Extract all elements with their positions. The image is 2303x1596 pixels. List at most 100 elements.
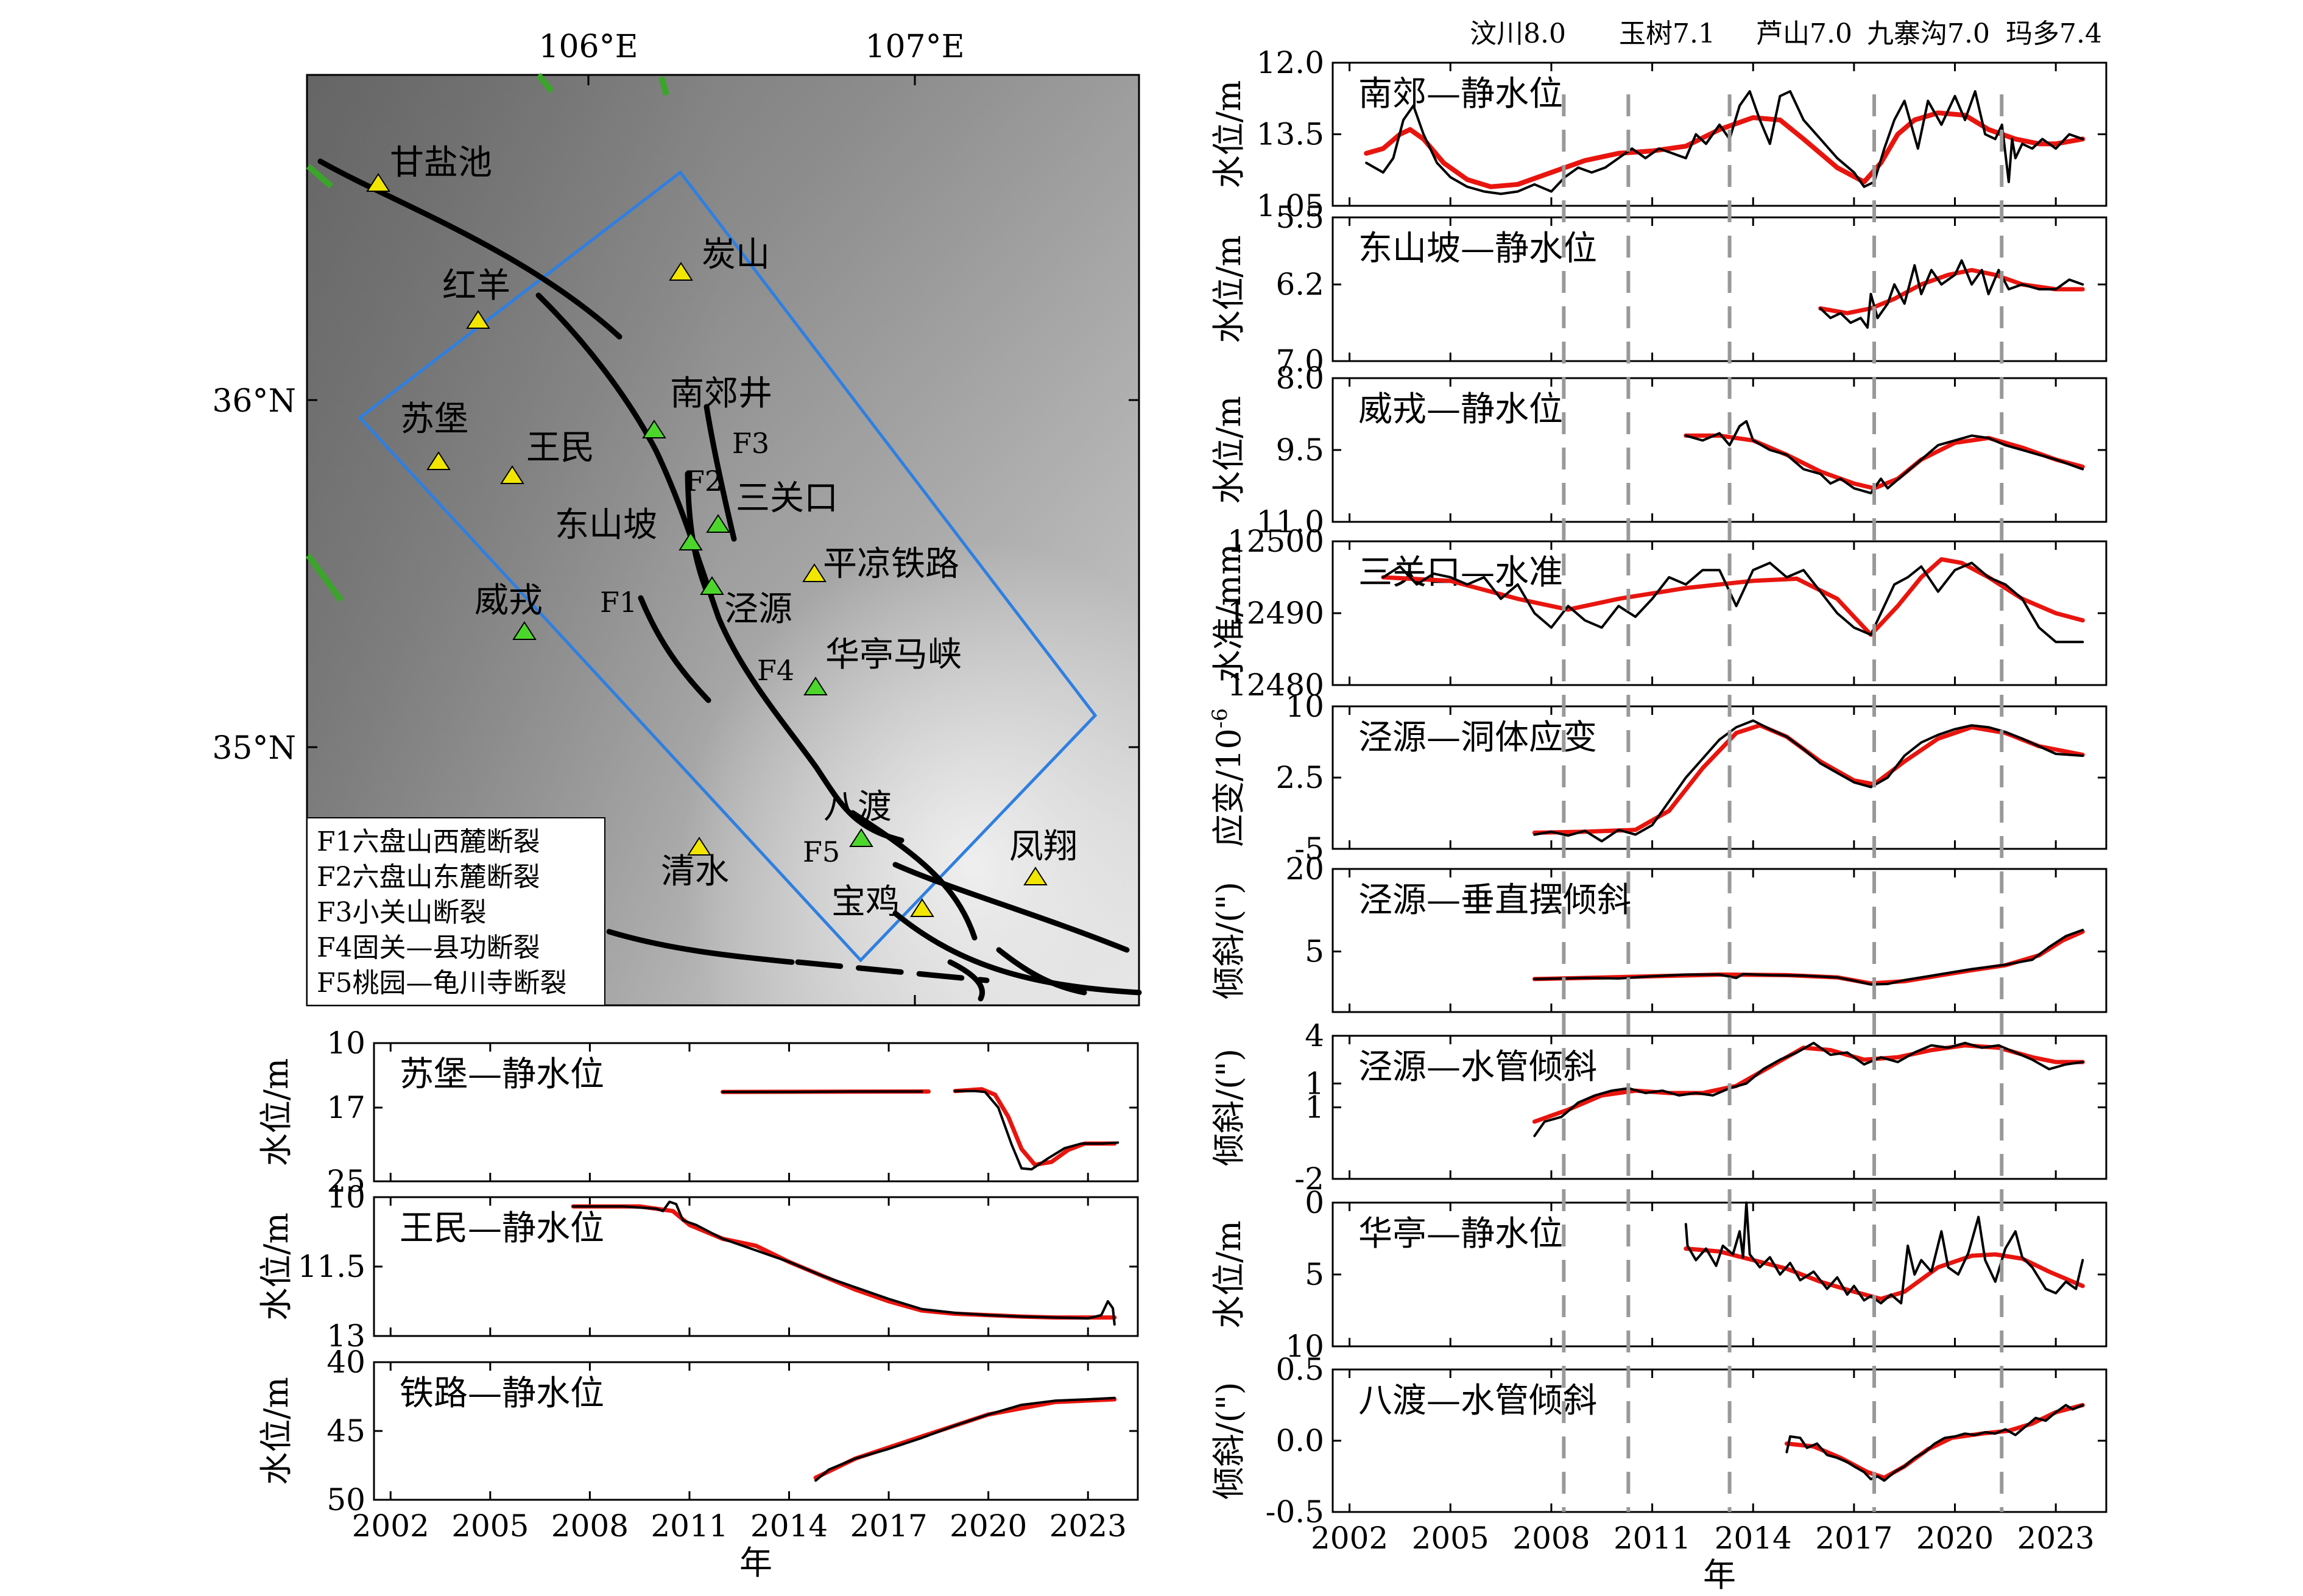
y-tick-label: -2 bbox=[1294, 1161, 1324, 1197]
x-tick-label: 2020 bbox=[1916, 1520, 1994, 1556]
green-fault-trace bbox=[305, 554, 344, 602]
map-legend-item: F2六盘山东麓断裂 bbox=[317, 862, 540, 893]
panel-title: 苏堡—静水位 bbox=[400, 1055, 604, 1094]
station-label: 八渡 bbox=[824, 787, 892, 827]
observed-series-line bbox=[1785, 1404, 2084, 1482]
panel-title: 华亭—静水位 bbox=[1358, 1214, 1563, 1254]
y-axis-label: 水位/m bbox=[1210, 235, 1248, 343]
y-tick-label: 4 bbox=[1305, 1018, 1324, 1053]
y-tick-label: -5 bbox=[1294, 831, 1324, 867]
y-tick-label: 40 bbox=[326, 1345, 365, 1380]
fault-line bbox=[638, 595, 711, 703]
station-marker-yellow bbox=[366, 173, 390, 192]
earthquake-label: 汶川8.0 bbox=[1470, 18, 1566, 49]
chart-panel-r7: 4 11 -2 倾斜/(") 泾源—水管倾斜 bbox=[1210, 1018, 2107, 1197]
fault-line bbox=[892, 910, 1142, 996]
panel-title: 威戎—静水位 bbox=[1358, 390, 1563, 429]
station-marker-green bbox=[706, 514, 730, 533]
y-tick-label: 25 bbox=[326, 1164, 365, 1199]
map-lon-label: 106°E bbox=[538, 29, 638, 65]
y-axis-label: 倾斜/(") bbox=[1210, 1049, 1248, 1166]
fault-line bbox=[704, 404, 737, 542]
map-legend: F1六盘山西麓断裂 F2六盘山东麓断裂 F3小关山断裂 F4固关—县功断裂 F5… bbox=[306, 817, 605, 1006]
panel-title: 八渡—水管倾斜 bbox=[1358, 1381, 1597, 1421]
station-label: 平凉铁路 bbox=[823, 544, 959, 584]
y-tick-label: 12.0 bbox=[1257, 45, 1324, 80]
x-tick-label: 2002 bbox=[1311, 1520, 1388, 1556]
y-axis-label: 水准/mm bbox=[1210, 544, 1248, 683]
earthquake-labels: 汶川8.0 玉树7.1 芦山7.0 九寨沟7.0 玛多7.4 bbox=[1470, 18, 2102, 49]
chart-panel-left2: 10 11.5 13 水位/m 王民—静水位 bbox=[257, 1179, 1139, 1354]
y-tick-label: 8.0 bbox=[1275, 360, 1324, 396]
fault-line bbox=[850, 810, 978, 941]
panel-title: 泾源—水管倾斜 bbox=[1358, 1047, 1597, 1087]
x-tick-label: 2011 bbox=[1614, 1520, 1691, 1556]
y-axis-label: 水位/m bbox=[257, 1212, 295, 1320]
map-legend-item: F4固关—县功断裂 bbox=[317, 932, 540, 963]
station-label: 凤翔 bbox=[1009, 827, 1077, 867]
y-tick-label: 12490 bbox=[1227, 596, 1324, 631]
y-tick-label: 45 bbox=[326, 1413, 365, 1449]
station-marker-yellow bbox=[426, 451, 451, 470]
y-axis-label: 水位/m bbox=[257, 1058, 295, 1166]
observed-series-line bbox=[1533, 719, 2084, 843]
station-label: 清水 bbox=[661, 852, 729, 891]
y-axis-label: 应变/10-6 bbox=[1208, 708, 1248, 847]
panel-title: 东山坡—静水位 bbox=[1358, 229, 1597, 269]
map-panel: 106°E 107°E 36°N 35°N F1 F2 bbox=[212, 29, 1142, 1007]
y-axis-label: 倾斜/(") bbox=[1210, 1382, 1248, 1499]
earthquake-label: 玛多7.4 bbox=[2006, 18, 2102, 49]
x-tick-label: 2020 bbox=[950, 1508, 1027, 1544]
chart-panel-r3: 8.0 9.5 11.0水位/m 威戎—静水位 bbox=[1210, 360, 2107, 540]
fault-label-f4: F4 bbox=[757, 654, 794, 687]
station-marker-green bbox=[512, 621, 537, 640]
station-label: 红羊 bbox=[442, 266, 510, 306]
chart-panel-r2: 5.5 6.2 7.0 水位/m 东山坡—静水位 bbox=[1210, 200, 2107, 379]
chart-panel-left1: 10 17 25 水位/m 苏堡—静水位 bbox=[257, 1025, 1139, 1199]
x-tick-label: 2005 bbox=[1412, 1520, 1489, 1556]
map-lat-label: 36°N bbox=[212, 383, 296, 420]
observed-series-line bbox=[814, 1396, 1116, 1482]
y-axis-label: 水位/m bbox=[1210, 396, 1248, 504]
y-tick-label: 5 bbox=[1305, 1257, 1324, 1292]
y-tick-label: 0.5 bbox=[1275, 1352, 1324, 1387]
y-tick-label: 13.5 bbox=[1257, 117, 1324, 152]
observed-series-line bbox=[1684, 420, 2084, 494]
fault-line bbox=[947, 959, 985, 1002]
y-tick-label: 1.05 bbox=[1257, 188, 1324, 223]
fault-label-f5: F5 bbox=[803, 835, 840, 868]
x-tick-label: 2005 bbox=[451, 1508, 529, 1544]
fault-line bbox=[317, 158, 622, 340]
observed-series-line bbox=[1533, 929, 2084, 986]
map-lon-label: 107°E bbox=[865, 29, 964, 65]
y-tick-label: 6.2 bbox=[1275, 267, 1324, 302]
fault-label-f3: F3 bbox=[732, 427, 769, 460]
map-legend-item: F1六盘山西麓断裂 bbox=[317, 826, 540, 857]
station-label: 泾源 bbox=[724, 589, 792, 629]
fit-series-line bbox=[1684, 433, 2085, 491]
y-tick-label: 13 bbox=[326, 1318, 365, 1354]
map-frame bbox=[306, 74, 1140, 1007]
station-marker-yellow bbox=[500, 465, 524, 484]
y-tick-label: 12480 bbox=[1227, 667, 1324, 703]
fit-series-line bbox=[1784, 1403, 2085, 1480]
station-marker-yellow bbox=[802, 563, 827, 582]
station-marker-yellow bbox=[669, 262, 693, 281]
y-tick-label: 9.5 bbox=[1275, 432, 1324, 468]
fit-series-line bbox=[1364, 110, 2086, 189]
x-tick-label: 2023 bbox=[2017, 1520, 2095, 1556]
study-region-box bbox=[358, 170, 1098, 963]
station-marker-green bbox=[803, 677, 828, 695]
chart-panel-r5: 10 2.5 -5 应变/10-6 泾源—洞体应变 bbox=[1208, 689, 2107, 867]
fit-series-line bbox=[571, 1204, 1117, 1320]
x-tick-label: 2017 bbox=[1815, 1520, 1892, 1556]
station-marker-yellow bbox=[687, 837, 711, 856]
y-tick-label: 1 bbox=[1305, 1090, 1324, 1125]
station-marker-green bbox=[642, 420, 666, 438]
station-label: 威戎 bbox=[474, 581, 543, 620]
y-tick-label: 1 bbox=[1305, 1066, 1324, 1101]
x-tick-label: 2008 bbox=[1512, 1520, 1590, 1556]
observed-series-line bbox=[954, 1089, 1120, 1171]
